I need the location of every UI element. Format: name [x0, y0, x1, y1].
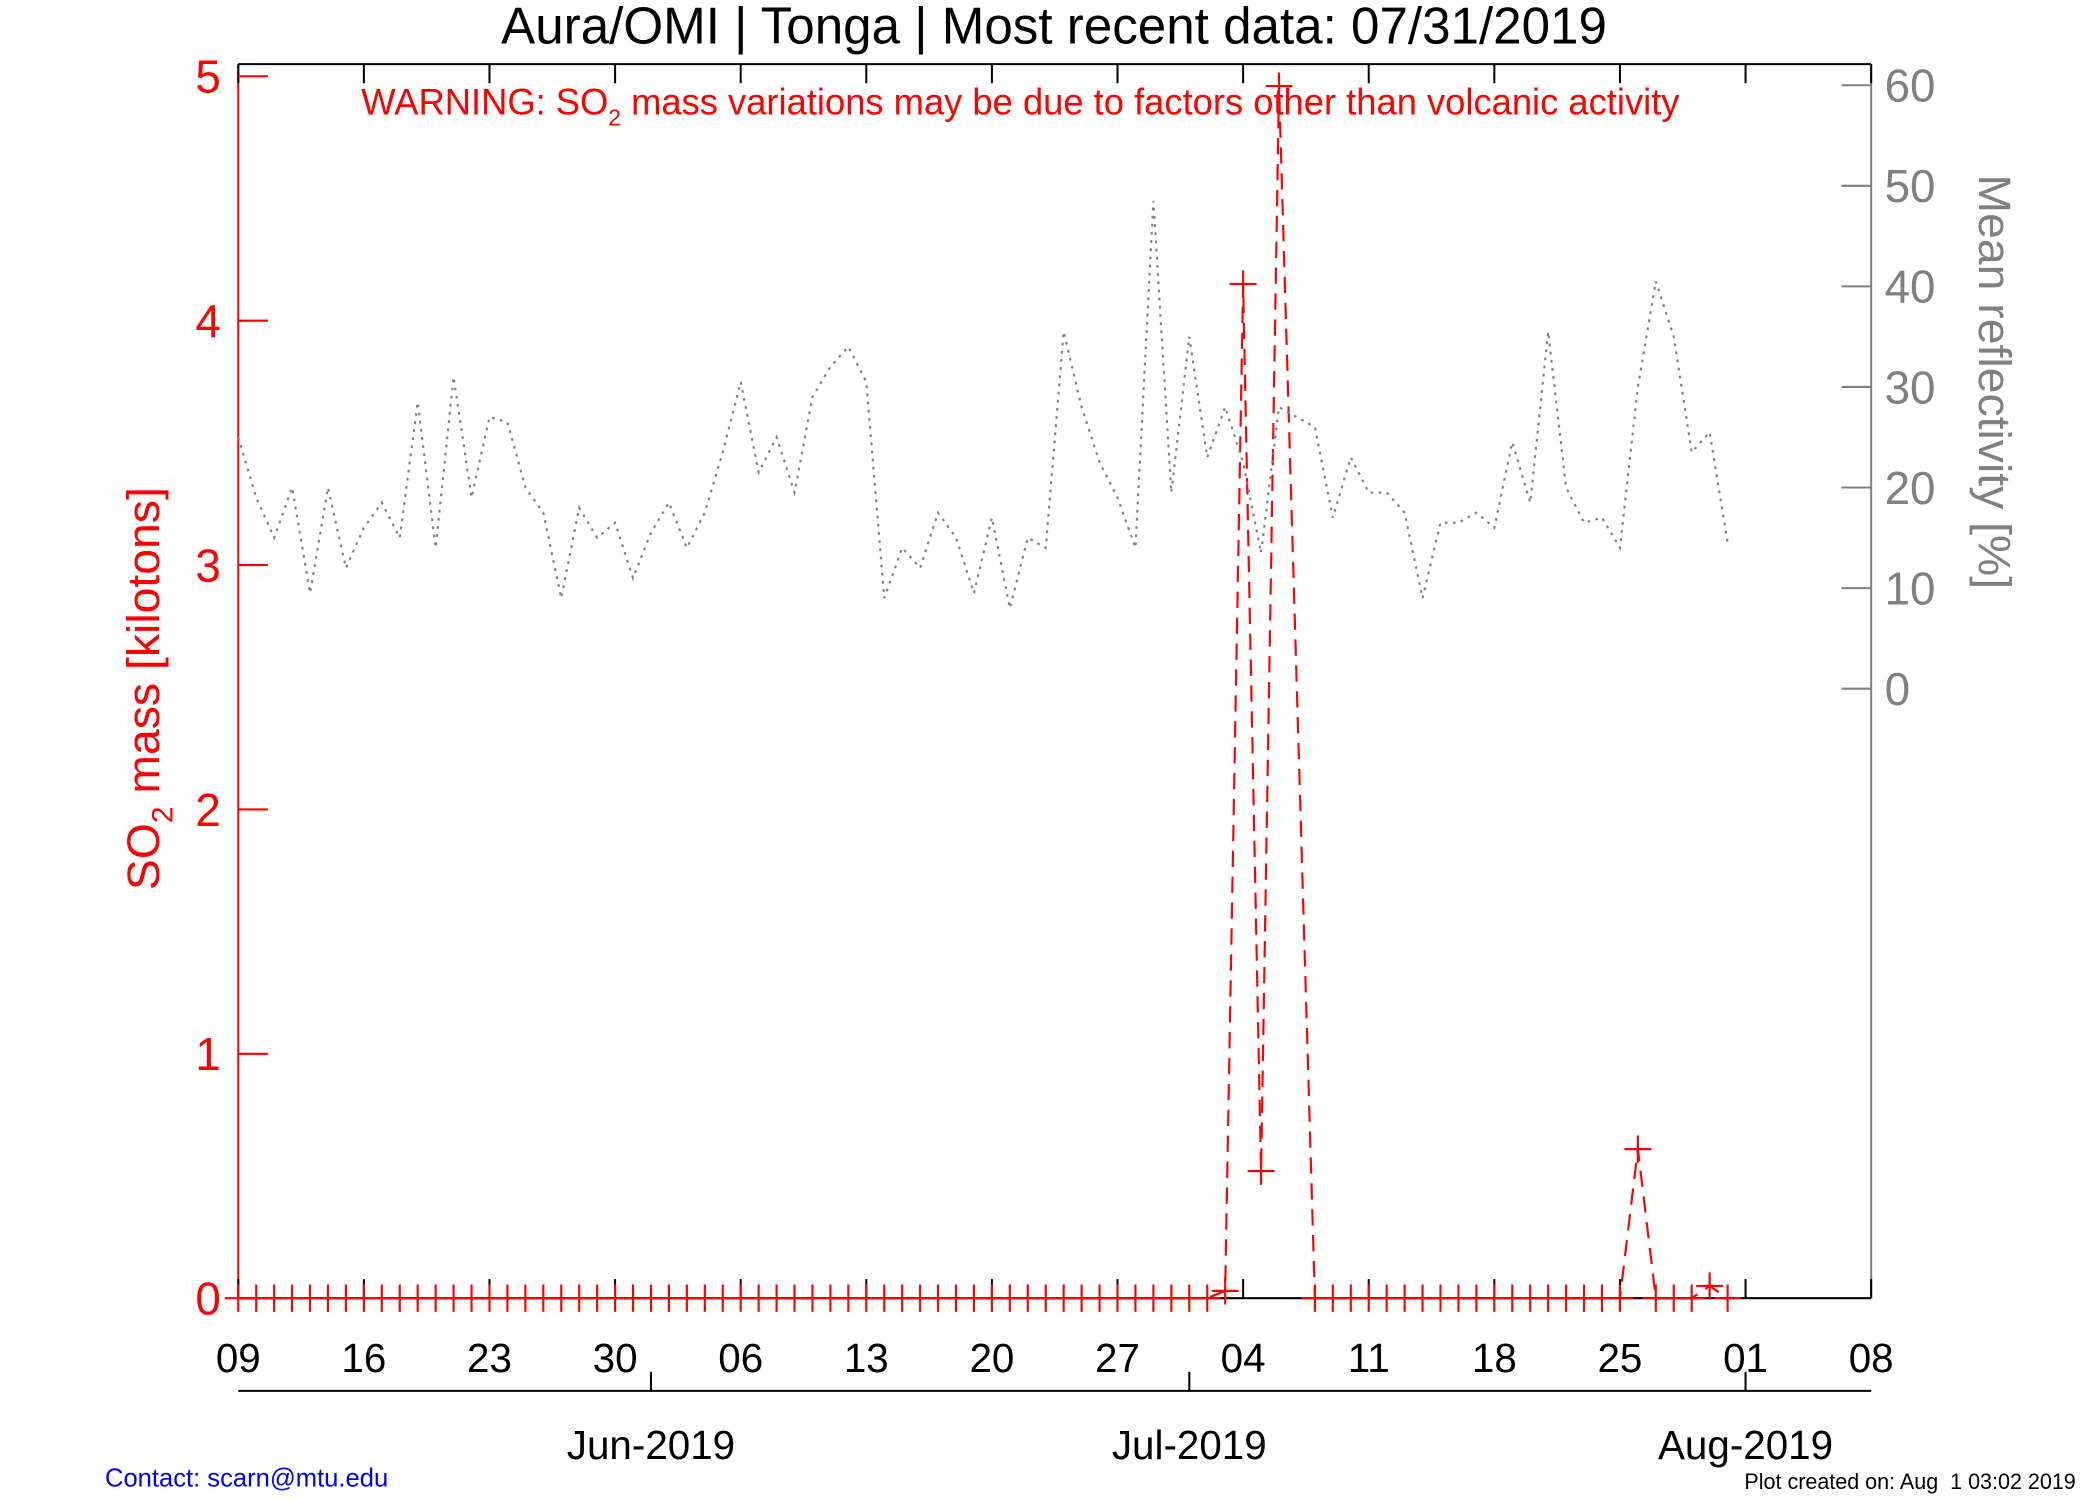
y2-tick-label: 50 — [1885, 160, 1936, 212]
series-line — [237, 200, 1729, 609]
x-tick-label: 20 — [969, 1335, 1014, 1381]
plus-marker — [1696, 1272, 1724, 1300]
y2-tick-label: 20 — [1885, 462, 1936, 514]
y-tick-label: 0 — [195, 1272, 220, 1324]
plus-marker — [1247, 1157, 1275, 1185]
plus-marker — [1678, 1284, 1706, 1312]
plus-marker — [1624, 1135, 1652, 1163]
contact-footer: Contact: scarn@mtu.edu — [105, 1464, 388, 1492]
x-tick-label: 30 — [593, 1335, 638, 1381]
plus-marker — [1211, 1277, 1239, 1305]
month-tick-label: Jul-2019 — [1112, 1422, 1267, 1468]
y2-tick-label: 40 — [1885, 260, 1936, 312]
plus-marker — [1265, 72, 1293, 100]
y-tick-label: 5 — [195, 50, 220, 102]
x-tick-label: 08 — [1849, 1335, 1894, 1381]
y-label-text: SO — [117, 823, 169, 890]
chart-title: Aura/OMI | Tonga | Most recent data: 07/… — [501, 0, 1607, 55]
plus-marker — [1229, 270, 1257, 298]
plus-marker — [1193, 1284, 1221, 1312]
series-line — [238, 86, 1729, 1300]
y-tick-label: 2 — [195, 784, 220, 836]
y-tick-label: 3 — [195, 539, 220, 591]
x-tick-label: 27 — [1095, 1335, 1140, 1381]
y2-tick-label: 0 — [1885, 663, 1910, 715]
y2-tick-label: 10 — [1885, 562, 1936, 614]
plus-marker — [1606, 1284, 1634, 1312]
month-tick-label: Aug-2019 — [1658, 1422, 1833, 1468]
y-tick-label: 4 — [195, 295, 220, 347]
annotation-subscript: 2 — [608, 104, 621, 130]
y-axis-label: SO2 mass [kilotons] — [117, 487, 179, 890]
created-footer: Plot created on: Aug 1 03:02 2019 — [1744, 1469, 2075, 1494]
x-tick-label: 18 — [1472, 1335, 1517, 1381]
x-tick-label: 06 — [718, 1335, 763, 1381]
annotation-text: mass variations may be due to factors ot… — [621, 81, 1680, 122]
month-tick-label: Jun-2019 — [567, 1422, 735, 1468]
y-label-text: mass [kilotons] — [117, 487, 169, 806]
y2-tick-label: 30 — [1885, 361, 1936, 413]
x-tick-label: 25 — [1597, 1335, 1642, 1381]
x-tick-label: 16 — [341, 1335, 386, 1381]
x-tick-label: 23 — [467, 1335, 512, 1381]
y-tick-label: 1 — [195, 1028, 220, 1080]
y2-axis-label: Mean reflectivity [%] — [1969, 174, 2021, 589]
y-label-subscript: 2 — [146, 806, 179, 823]
x-tick-label: 11 — [1348, 1335, 1390, 1381]
x-tick-label: 09 — [216, 1335, 261, 1381]
annotation-text: WARNING: SO — [361, 81, 608, 122]
x-tick-label: 04 — [1221, 1335, 1266, 1381]
plus-marker — [1714, 1284, 1742, 1312]
warning-annotation: WARNING: SO2 mass variations may be due … — [361, 81, 1680, 130]
x-tick-label: 13 — [844, 1335, 889, 1381]
y2-tick-label: 60 — [1885, 59, 1936, 111]
